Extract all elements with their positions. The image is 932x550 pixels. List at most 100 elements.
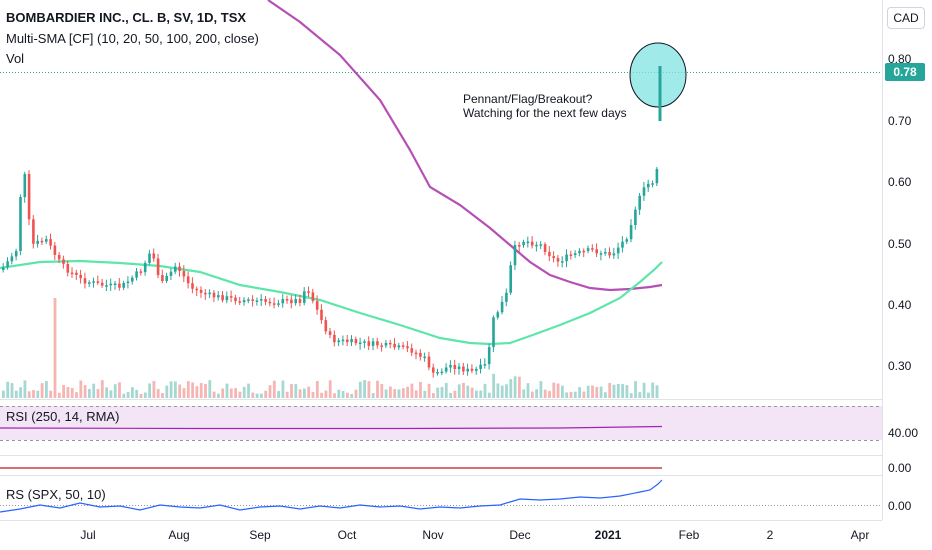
volume-bar [410, 383, 414, 398]
candle-body [406, 346, 409, 349]
volume-bar [380, 384, 384, 398]
volume-bar [234, 388, 237, 398]
candle-body [548, 252, 551, 257]
volume-bar [565, 392, 569, 398]
candle-body [629, 225, 633, 240]
candle-body [96, 281, 100, 283]
candle-body [298, 299, 302, 303]
candle-body [634, 209, 637, 226]
annotation-note[interactable]: Pennant/Flag/Breakout? Watching for the … [463, 92, 627, 120]
candle-body [307, 291, 310, 293]
rs-indicator-label[interactable]: RS (SPX, 50, 10) [6, 487, 106, 502]
volume-bar [406, 386, 409, 398]
volume-bar [401, 388, 405, 398]
volume-bar [518, 376, 521, 398]
volume-bar [139, 393, 143, 398]
time-label: Oct [337, 528, 357, 542]
volume-bar [36, 390, 40, 398]
candle-body [578, 250, 581, 254]
volume-bar [19, 387, 22, 398]
volume-bar [358, 381, 362, 398]
volume-bar [62, 384, 65, 398]
candle-body [247, 299, 250, 301]
candle-body [526, 241, 530, 244]
volume-bar [285, 391, 289, 398]
volume-bar [526, 383, 530, 398]
annotation-line-2: Watching for the next few days [463, 106, 627, 120]
candle-body [655, 169, 659, 184]
candle-body [100, 282, 104, 286]
volume-bar [363, 380, 366, 398]
candle-body [496, 312, 500, 318]
volume-bar [616, 383, 620, 398]
volume-bar [294, 384, 298, 398]
candle-body [638, 195, 641, 210]
last-price-badge[interactable]: 0.78 [885, 63, 925, 81]
candle-body [518, 245, 521, 247]
candle-body [419, 352, 422, 357]
candle-body [608, 251, 611, 256]
candle-body [337, 340, 340, 343]
candle-body [651, 183, 654, 185]
candle-body [401, 345, 405, 347]
candle-body [449, 365, 452, 368]
volume-indicator-label[interactable]: Vol [6, 51, 25, 66]
candle-body [49, 239, 52, 246]
candle-body [505, 292, 508, 302]
volume-bar [225, 383, 229, 398]
rs-level-label: 0.00 [888, 499, 912, 513]
volume-bar [634, 381, 637, 398]
candle-body [152, 253, 156, 259]
annotation-circle[interactable] [629, 42, 687, 108]
currency-badge[interactable]: CAD [887, 7, 925, 29]
volume-bar [595, 386, 599, 398]
candle-body [79, 274, 82, 279]
candle-body [397, 345, 401, 348]
volume-bar [131, 387, 134, 398]
candle-body [36, 240, 39, 244]
candle-body [264, 299, 267, 302]
volume-bar [320, 392, 323, 398]
volume-bar [591, 385, 594, 398]
sma-indicator-label[interactable]: Multi-SMA [CF] (10, 20, 50, 100, 200, cl… [6, 31, 259, 46]
candle-body [328, 331, 332, 335]
volume-bar [582, 391, 586, 398]
candle-body [70, 272, 74, 275]
volume-bar [419, 381, 422, 398]
candle-body [616, 247, 620, 254]
volume-bar [290, 384, 293, 398]
volume-bar [604, 392, 607, 398]
candle-body [595, 249, 598, 254]
volume-bar [174, 381, 177, 398]
candle-body [363, 341, 366, 343]
candle-body [122, 282, 125, 288]
symbol-title[interactable]: BOMBARDIER INC., CL. B, SV, 1D, TSX [6, 10, 247, 25]
rsi-indicator-label[interactable]: RSI (250, 14, RMA) [6, 409, 120, 424]
rsi-line [0, 425, 663, 430]
volume-bar [625, 385, 629, 398]
candle-body [311, 292, 315, 302]
candle-body [582, 250, 586, 253]
candle-body [238, 301, 242, 303]
volume-bar [152, 380, 156, 398]
candle-body [83, 278, 87, 284]
candle-body [599, 253, 603, 255]
volume-bar [315, 381, 319, 398]
candle-body [410, 348, 414, 353]
volume-bar [393, 389, 397, 398]
candle-body [470, 368, 474, 371]
volume-bar [126, 391, 130, 398]
candle-body [229, 296, 233, 298]
volume-bar [333, 393, 336, 398]
volume-bar [629, 393, 633, 398]
candle-body [479, 364, 482, 369]
volume-bars [2, 298, 659, 398]
volume-bar [298, 389, 302, 398]
candle-body [414, 352, 418, 355]
volume-bar [561, 385, 564, 398]
rsi-band [0, 406, 882, 440]
volume-bar [509, 379, 513, 398]
candle-body [169, 271, 173, 276]
volume-bar [376, 380, 379, 398]
